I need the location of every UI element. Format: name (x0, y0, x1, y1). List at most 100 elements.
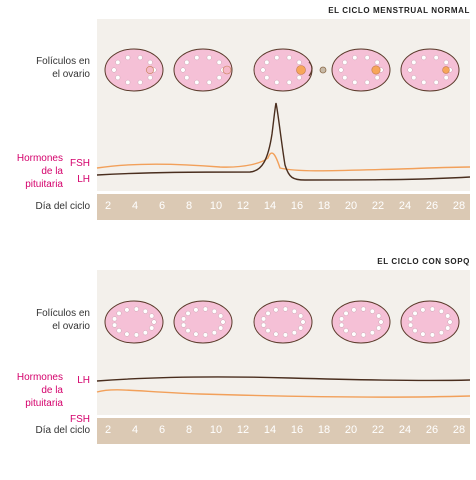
follicle-icon (420, 307, 426, 313)
follicle-icon (291, 330, 297, 336)
dominant-follicle-icon (222, 65, 232, 75)
follicle-icon (116, 328, 122, 334)
pcos-day-tick: 10 (209, 424, 223, 436)
follicle-icon (112, 322, 118, 328)
follicle-icon (273, 331, 279, 337)
follicle-icon (364, 79, 370, 85)
follicle-icon (374, 75, 380, 81)
follicle-icon (211, 308, 217, 314)
follicle-icon (115, 75, 121, 81)
pcos-day-tick: 18 (317, 424, 331, 436)
normal-day-tick: 22 (371, 200, 385, 212)
follicle-icon (374, 59, 380, 65)
follicle-icon (298, 325, 304, 331)
follicle-icon (445, 325, 451, 331)
egg-icon (319, 66, 327, 74)
follicle-icon (124, 307, 130, 313)
normal-day-tick: 18 (317, 200, 331, 212)
follicle-icon (298, 313, 304, 319)
follicle-icon (202, 332, 208, 338)
ovary-icon (400, 48, 460, 92)
follicle-icon (447, 319, 453, 325)
follicle-icon (343, 310, 349, 316)
follicle-icon (443, 75, 449, 81)
follicle-icon (194, 79, 200, 85)
follicle-icon (265, 328, 271, 334)
pcos-hormones-label: Hormones de la pituitaria (16, 372, 63, 409)
normal-day-tick: 20 (344, 200, 358, 212)
follicle-icon (124, 331, 130, 337)
ovary-icon (104, 48, 164, 92)
normal-day-tick: 8 (185, 200, 193, 212)
follicle-icon (142, 308, 148, 314)
follicle-icon (421, 79, 427, 85)
follicle-icon (296, 59, 302, 65)
follicle-icon (133, 332, 139, 338)
follicle-icon (137, 55, 143, 61)
pcos-fsh-label: FSH (70, 414, 90, 425)
follicle-icon (412, 328, 418, 334)
pcos-day-tick: 20 (344, 424, 358, 436)
normal-day-tick: 16 (290, 200, 304, 212)
pcos-lh-curve (96, 376, 471, 382)
follicle-icon (274, 79, 280, 85)
follicle-icon (185, 310, 191, 316)
follicle-icon (412, 310, 418, 316)
follicle-icon (216, 75, 222, 81)
follicle-icon (429, 306, 435, 312)
pcos-day-tick: 4 (131, 424, 139, 436)
follicle-icon (408, 316, 414, 322)
follicle-icon (296, 75, 302, 81)
follicle-icon (125, 55, 131, 61)
follicle-icon (411, 59, 417, 65)
follicle-icon (111, 67, 117, 73)
follicle-icon (438, 308, 444, 314)
follicle-icon (342, 75, 348, 81)
rupture-icon (308, 61, 313, 77)
ovary-icon (331, 48, 391, 92)
follicle-icon (184, 59, 190, 65)
follicle-icon (408, 322, 414, 328)
normal-day-tick: 28 (452, 200, 466, 212)
normal-chart-area (97, 19, 470, 191)
follicle-icon (264, 59, 270, 65)
follicle-icon (137, 79, 143, 85)
follicle-icon (193, 307, 199, 313)
pcos-day-tick: 22 (371, 424, 385, 436)
dominant-follicle-icon (146, 66, 154, 74)
follicle-icon (360, 306, 366, 312)
follicle-icon (264, 75, 270, 81)
follicle-icon (181, 316, 187, 322)
follicle-icon (364, 55, 370, 61)
normal-day-tick: 14 (263, 200, 277, 212)
pcos-follicles-label: Folículos en el ovario (36, 308, 90, 332)
follicle-icon (260, 67, 266, 73)
follicle-icon (445, 313, 451, 319)
pcos-day-tick: 2 (104, 424, 112, 436)
follicle-icon (211, 330, 217, 336)
follicle-icon (194, 55, 200, 61)
follicle-icon (300, 319, 306, 325)
normal-day-tick: 2 (104, 200, 112, 212)
follicle-icon (142, 330, 148, 336)
normal-fsh-label: FSH (70, 158, 90, 169)
follicle-icon (216, 59, 222, 65)
follicle-icon (411, 75, 417, 81)
follicle-icon (202, 306, 208, 312)
follicle-icon (378, 319, 384, 325)
follicle-icon (352, 55, 358, 61)
follicle-icon (438, 330, 444, 336)
follicle-icon (265, 310, 271, 316)
follicle-icon (420, 331, 426, 337)
follicle-icon (376, 325, 382, 331)
follicle-icon (274, 55, 280, 61)
normal-day-tick: 4 (131, 200, 139, 212)
follicle-icon (116, 310, 122, 316)
pcos-day-tick: 24 (398, 424, 412, 436)
pcos-fsh-curve (96, 389, 471, 398)
follicle-icon (218, 313, 224, 319)
normal-day-axis (97, 194, 470, 220)
normal-day-tick: 24 (398, 200, 412, 212)
follicle-icon (369, 330, 375, 336)
